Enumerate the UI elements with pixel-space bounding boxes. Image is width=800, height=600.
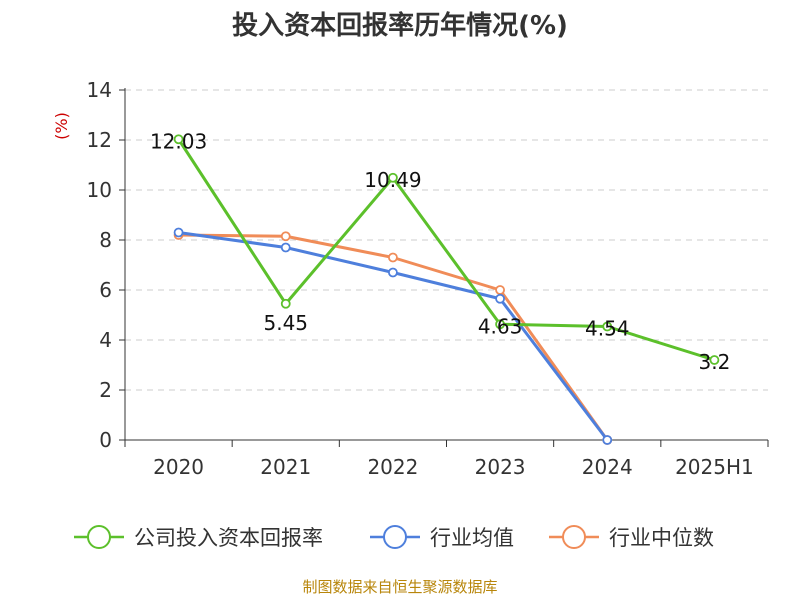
data-point xyxy=(280,231,291,242)
x-tick-label: 2022 xyxy=(367,455,418,479)
data-point xyxy=(173,227,184,238)
data-point xyxy=(495,319,505,330)
legend-label: 行业中位数 xyxy=(609,526,714,550)
legend-label: 公司投入资本回报率 xyxy=(134,526,323,550)
data-point xyxy=(495,293,505,304)
data-label: 4.54 xyxy=(585,317,630,341)
legend: 公司投入资本回报率 行业均值 行业中位数 xyxy=(74,525,714,550)
data-labels: 12.03 5.45 10.49 4.63 4.54 3.2 xyxy=(150,129,730,374)
data-point xyxy=(388,172,398,183)
grid-lines xyxy=(125,89,768,391)
y-tick-label: 12 xyxy=(87,128,112,152)
y-tick-label: 6 xyxy=(99,278,112,302)
data-point xyxy=(280,298,291,309)
data-label: 12.03 xyxy=(150,129,207,153)
series-line-0 xyxy=(177,138,715,362)
y-tick-label: 10 xyxy=(87,178,112,202)
data-point xyxy=(388,252,398,263)
x-tick-label: 2020 xyxy=(153,455,204,479)
x-tick-label: 2024 xyxy=(582,455,633,479)
chart-title: 投入资本回报率历年情况(%) xyxy=(232,10,568,41)
data-label: 5.45 xyxy=(263,311,308,335)
axes: 0 2 4 6 8 10 12 14 2020 2021 2022 2023 2024 2025H1 xyxy=(87,78,769,479)
data-point xyxy=(602,321,613,332)
series-line-1 xyxy=(178,231,609,441)
data-label: 4.63 xyxy=(478,314,523,338)
data-label: 10.49 xyxy=(364,168,421,192)
source-note: 制图数据来自恒生聚源数据库 xyxy=(302,578,497,596)
data-point xyxy=(388,267,398,278)
series-lines xyxy=(173,134,720,445)
data-point xyxy=(602,435,613,445)
data-label: 3.2 xyxy=(699,350,731,374)
data-point xyxy=(280,242,291,253)
legend-swatch-marker xyxy=(87,525,111,549)
legend-swatch-marker xyxy=(383,525,407,549)
data-point xyxy=(495,285,505,295)
x-tick-label: 2025H1 xyxy=(675,455,754,479)
y-tick-label: 14 xyxy=(87,78,112,102)
x-tick-label: 2023 xyxy=(475,455,526,479)
series-line-2 xyxy=(178,233,609,441)
y-tick-label: 2 xyxy=(99,378,112,402)
y-axis-unit: (%) xyxy=(52,112,71,140)
x-tick-label: 2021 xyxy=(260,455,311,479)
data-point xyxy=(173,134,184,145)
y-tick-label: 8 xyxy=(99,228,112,252)
legend-swatch-marker xyxy=(562,525,586,549)
y-tick-label: 4 xyxy=(99,328,112,352)
data-point xyxy=(709,355,720,365)
legend-label: 行业均值 xyxy=(430,526,514,550)
y-tick-label: 0 xyxy=(99,428,112,452)
